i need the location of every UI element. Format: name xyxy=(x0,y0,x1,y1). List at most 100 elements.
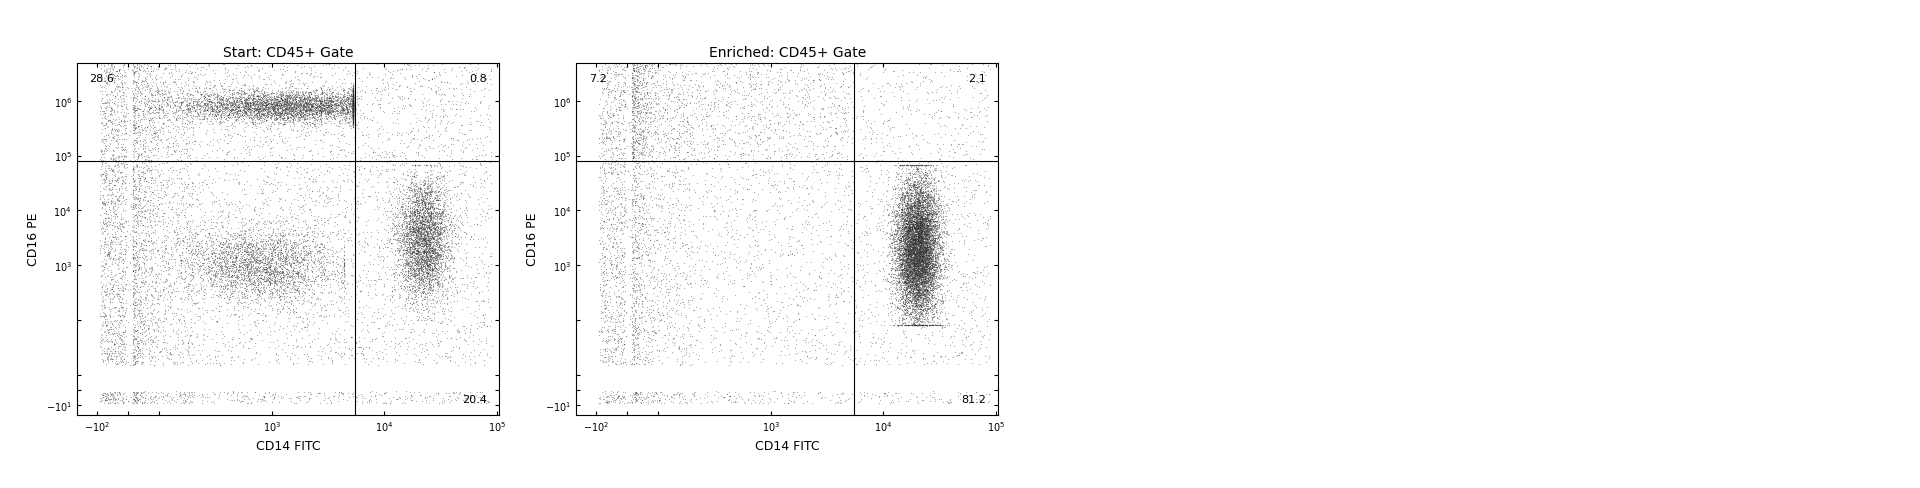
Point xyxy=(889,284,920,291)
Point xyxy=(284,186,315,194)
Point xyxy=(348,318,378,326)
Point xyxy=(190,115,221,123)
Point xyxy=(922,253,952,261)
Point xyxy=(267,97,298,105)
Point xyxy=(405,204,436,212)
Point xyxy=(420,89,451,97)
Point xyxy=(409,241,440,249)
Point xyxy=(419,258,449,266)
Point xyxy=(468,272,499,280)
Point xyxy=(121,243,152,250)
Point xyxy=(904,253,935,261)
Point xyxy=(338,108,369,116)
Point xyxy=(309,90,340,98)
Point xyxy=(593,192,624,200)
Point xyxy=(401,227,432,235)
Point xyxy=(157,180,188,188)
Point xyxy=(119,125,150,133)
Point xyxy=(849,392,879,400)
Point xyxy=(616,398,647,406)
Point xyxy=(246,99,276,106)
Point xyxy=(699,136,730,144)
Point xyxy=(273,250,303,258)
Point xyxy=(626,328,657,336)
Point xyxy=(703,152,733,160)
Point xyxy=(916,246,947,254)
Point xyxy=(355,108,386,116)
Point xyxy=(764,351,795,359)
Point xyxy=(876,244,906,251)
Point xyxy=(912,263,943,271)
Point xyxy=(396,258,426,266)
Point xyxy=(900,261,931,269)
Point xyxy=(897,261,927,269)
Point xyxy=(902,233,933,241)
Point xyxy=(904,250,935,258)
Point xyxy=(691,109,722,117)
Point xyxy=(801,227,831,235)
Point xyxy=(922,59,952,66)
Point xyxy=(104,222,134,229)
Point xyxy=(280,98,311,106)
Point xyxy=(778,225,808,233)
Point xyxy=(620,306,651,314)
Point xyxy=(664,144,695,152)
Point xyxy=(912,294,943,302)
Point xyxy=(868,278,899,285)
Point xyxy=(893,202,924,209)
Point xyxy=(895,250,925,258)
Point xyxy=(889,217,920,225)
Point xyxy=(914,254,945,262)
Point xyxy=(916,254,947,262)
Point xyxy=(893,230,924,238)
Point xyxy=(221,285,252,292)
Point xyxy=(902,289,933,297)
Point xyxy=(899,245,929,253)
Point xyxy=(956,340,987,348)
Point xyxy=(411,271,442,279)
Point xyxy=(324,388,355,396)
Point xyxy=(649,128,680,136)
Point xyxy=(849,294,879,302)
Point xyxy=(897,243,927,251)
Point xyxy=(607,284,637,292)
Point xyxy=(194,275,225,283)
Point xyxy=(313,109,344,117)
Point xyxy=(407,236,438,244)
Point xyxy=(906,267,937,275)
Point xyxy=(924,146,954,154)
Point xyxy=(975,66,1006,74)
Point xyxy=(194,85,225,93)
Point xyxy=(691,112,722,120)
Point xyxy=(315,105,346,113)
Point xyxy=(346,163,376,171)
Point xyxy=(265,102,296,109)
Point xyxy=(470,76,501,83)
Point xyxy=(259,101,290,108)
Point xyxy=(904,285,935,293)
Point xyxy=(426,224,457,232)
Point xyxy=(98,295,129,303)
Point xyxy=(152,266,182,274)
Point xyxy=(428,293,459,301)
Point xyxy=(910,270,941,278)
Point xyxy=(902,218,933,225)
Point xyxy=(883,297,914,305)
Point xyxy=(221,101,252,109)
Point xyxy=(904,282,935,290)
Point xyxy=(889,278,920,286)
Point xyxy=(415,191,445,199)
Point xyxy=(403,249,434,257)
Point xyxy=(420,237,451,244)
Point xyxy=(106,190,136,198)
Point xyxy=(910,278,941,285)
Point xyxy=(618,337,649,345)
Point xyxy=(868,68,899,76)
Point xyxy=(607,169,637,177)
Point xyxy=(916,236,947,244)
Point xyxy=(338,99,369,106)
Point xyxy=(424,255,455,263)
Point xyxy=(906,253,937,261)
Point xyxy=(889,310,920,318)
Point xyxy=(899,251,929,259)
